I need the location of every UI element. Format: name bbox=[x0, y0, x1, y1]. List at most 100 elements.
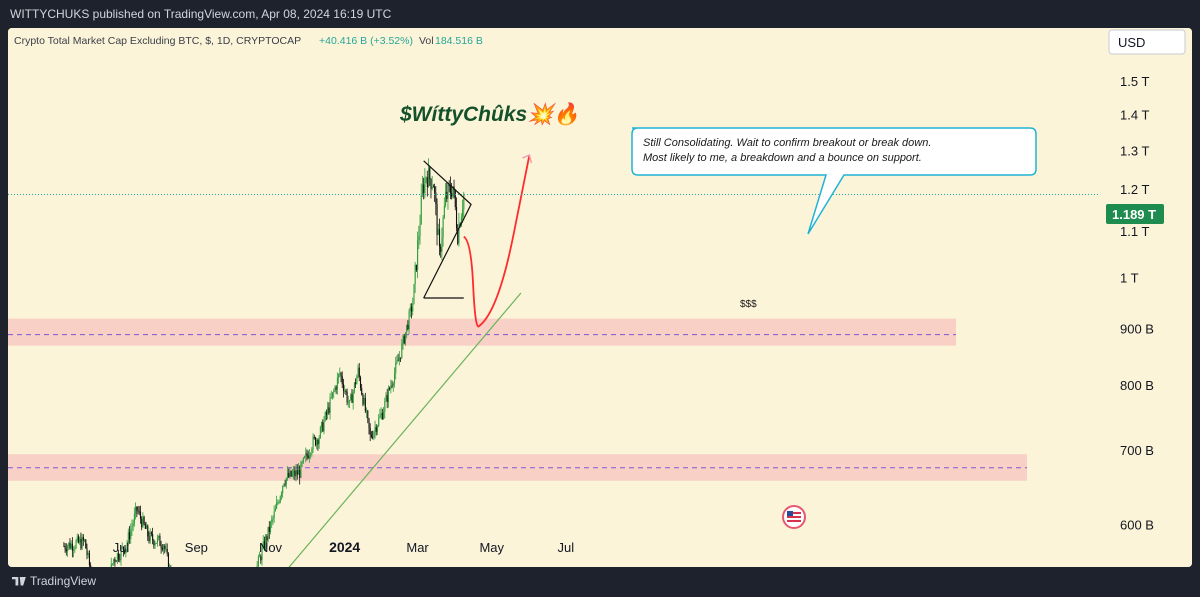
time-axis: Jul Sep Nov 2024 Mar May Jul bbox=[113, 539, 575, 555]
candle-body bbox=[385, 395, 387, 402]
candle-body bbox=[430, 178, 432, 189]
candle-body bbox=[87, 553, 89, 555]
candle-body bbox=[435, 192, 437, 204]
candle-body bbox=[445, 191, 447, 206]
candle-body bbox=[386, 395, 388, 403]
y-tick-label: 1.3 T bbox=[1120, 143, 1149, 158]
y-tick-label: 1.2 T bbox=[1120, 182, 1149, 197]
candle-body bbox=[132, 522, 134, 527]
candle-body bbox=[391, 385, 393, 387]
candle-body bbox=[65, 549, 67, 552]
candle-body bbox=[271, 519, 273, 523]
candle-body bbox=[349, 400, 351, 403]
y-tick-label: 1.4 T bbox=[1120, 108, 1149, 123]
annotation-callout bbox=[631, 127, 1037, 235]
candle-body bbox=[367, 410, 369, 419]
x-tick-label: Jul bbox=[113, 540, 130, 555]
candle-body bbox=[296, 470, 298, 475]
candle-body bbox=[81, 536, 83, 549]
candle-body bbox=[280, 493, 283, 497]
candle-body bbox=[302, 457, 304, 463]
candle-body bbox=[136, 506, 138, 511]
candle-body bbox=[120, 547, 122, 560]
candle-body bbox=[419, 223, 421, 236]
candle-body bbox=[457, 228, 459, 244]
candle-body bbox=[114, 558, 116, 562]
candlestick-series bbox=[63, 158, 465, 567]
candle-body bbox=[327, 407, 329, 415]
candle-body bbox=[274, 508, 276, 512]
candle-body bbox=[299, 469, 301, 478]
candle-body bbox=[441, 237, 443, 252]
candle-body bbox=[67, 546, 69, 552]
candle-body bbox=[418, 235, 420, 241]
candle-body bbox=[318, 437, 320, 445]
candle-body bbox=[313, 437, 315, 438]
candle-body bbox=[455, 207, 458, 229]
candle-body bbox=[449, 186, 452, 194]
candle-body bbox=[110, 563, 112, 567]
candle-body bbox=[338, 374, 340, 378]
candle-body bbox=[356, 376, 358, 385]
candle-body bbox=[341, 376, 343, 385]
candle-body bbox=[129, 532, 131, 540]
candle-body bbox=[121, 546, 123, 548]
y-tick-label: 900 B bbox=[1120, 321, 1154, 336]
candle-body bbox=[373, 431, 375, 438]
candle-body bbox=[398, 357, 400, 361]
tradingview-brand[interactable]: TradingView bbox=[12, 574, 96, 588]
candle-body bbox=[85, 539, 87, 549]
candle-body bbox=[270, 522, 272, 533]
candle-body bbox=[421, 184, 424, 195]
candle-body bbox=[156, 537, 159, 543]
candle-body bbox=[458, 224, 460, 244]
candle-body bbox=[256, 566, 258, 567]
candle-body bbox=[346, 391, 348, 403]
candle-body bbox=[357, 367, 359, 377]
candle-body bbox=[289, 470, 291, 478]
candle-body bbox=[408, 311, 410, 330]
candle-body bbox=[414, 264, 416, 285]
candle-body bbox=[86, 548, 88, 555]
candle-body bbox=[387, 388, 390, 403]
us-flag-icon[interactable] bbox=[782, 505, 806, 529]
tradingview-logo-icon bbox=[12, 576, 26, 586]
candle-body bbox=[119, 559, 121, 560]
candle-body bbox=[452, 186, 454, 197]
candle-body bbox=[142, 516, 144, 528]
candle-body bbox=[127, 532, 129, 543]
candle-body bbox=[260, 556, 262, 561]
candle-body bbox=[384, 401, 386, 412]
candle-body bbox=[148, 536, 150, 542]
candle-body bbox=[76, 536, 78, 542]
candle-body bbox=[375, 427, 377, 432]
x-tick-label: Jul bbox=[558, 540, 575, 555]
last-price-badge bbox=[1106, 204, 1164, 224]
candle-body bbox=[306, 453, 308, 456]
candle-body bbox=[372, 436, 374, 438]
candle-body bbox=[278, 502, 280, 504]
candle-body bbox=[352, 391, 354, 403]
candle-body bbox=[154, 543, 156, 546]
candle-body bbox=[70, 543, 72, 549]
candle-body bbox=[383, 411, 385, 419]
candle-body bbox=[163, 545, 165, 550]
candle-body bbox=[426, 177, 428, 188]
x-tick-label: 2024 bbox=[329, 539, 360, 555]
x-tick-label: Mar bbox=[406, 540, 429, 555]
candle-body bbox=[397, 360, 399, 362]
currency-button[interactable] bbox=[1108, 29, 1186, 55]
top-bar: WITTYCHUKS published on TradingView.com,… bbox=[0, 0, 1200, 28]
candle-body bbox=[340, 373, 342, 377]
candle-body bbox=[368, 418, 370, 429]
candle-body bbox=[447, 184, 449, 199]
candle-body bbox=[80, 539, 82, 549]
candle-body bbox=[395, 362, 397, 374]
candle-body bbox=[115, 561, 117, 563]
candle-body bbox=[380, 413, 382, 416]
x-tick-label: May bbox=[479, 540, 504, 555]
candle-body bbox=[358, 367, 360, 378]
candle-body bbox=[90, 565, 92, 567]
